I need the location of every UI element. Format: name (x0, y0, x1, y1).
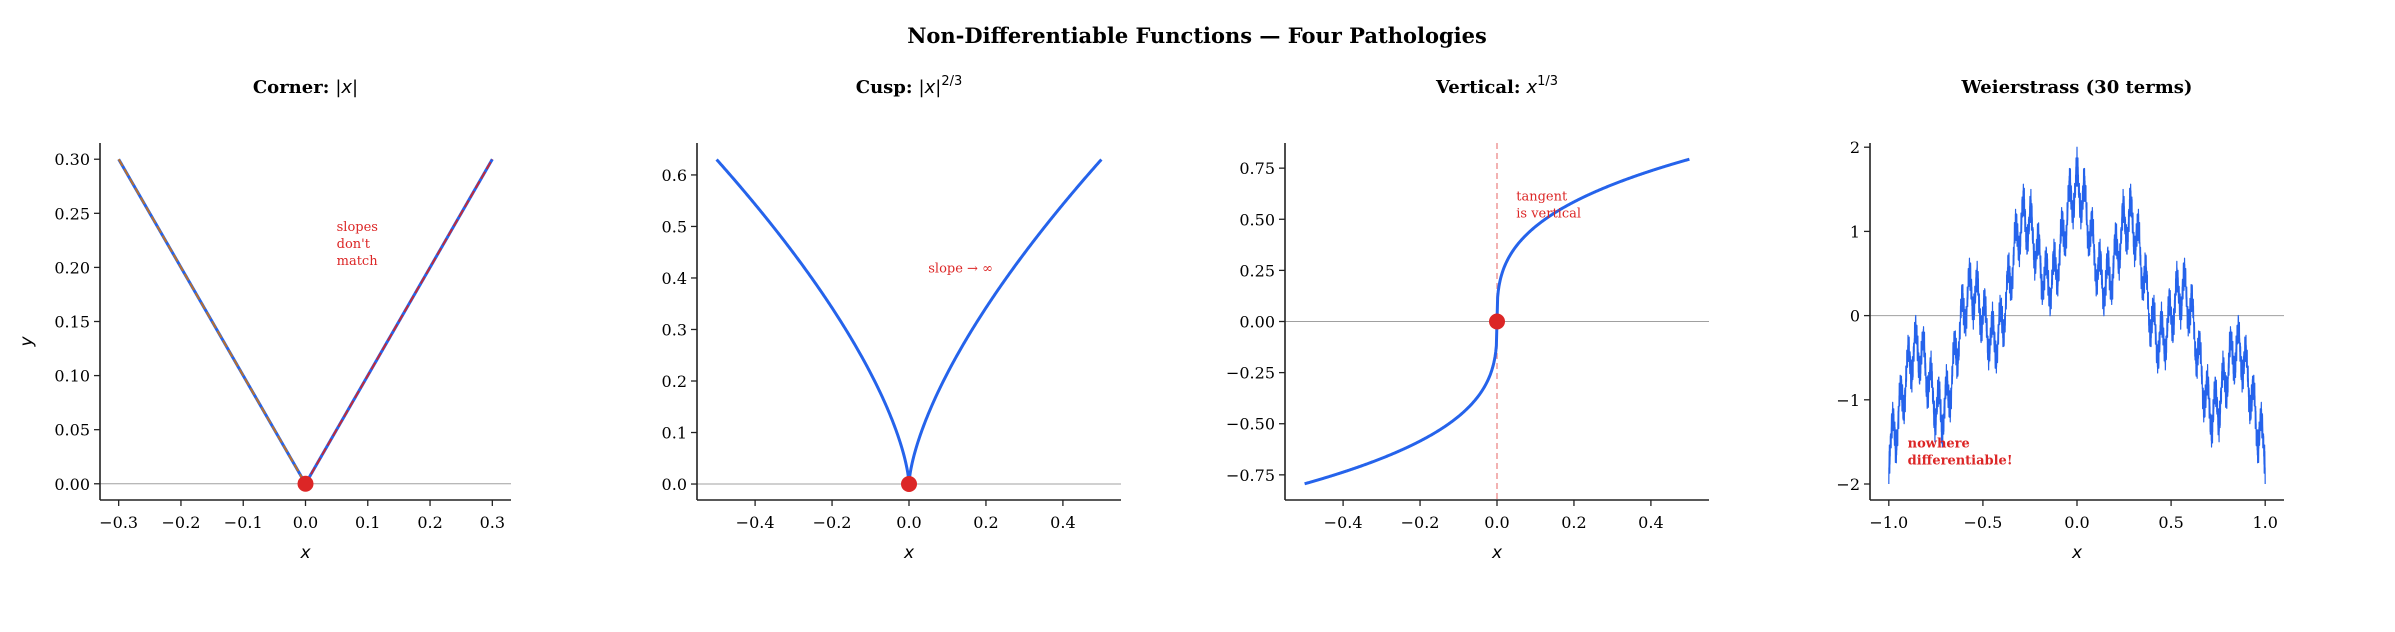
x-tick-label: −1.0 (1869, 513, 1908, 532)
panel-title-text: Corner: (253, 77, 329, 98)
left-slope-line (117, 158, 307, 485)
x-tick-label: 0.0 (896, 513, 921, 532)
annotation-line: don't (337, 237, 371, 252)
y-tick-label: 0.30 (54, 150, 90, 169)
annotation-text: nowhere differentiable! (1908, 437, 2013, 469)
annotation-text: slopes don't match (337, 220, 379, 269)
non-differentiable-point-marker (297, 475, 314, 492)
y-tick-label: −2 (1836, 475, 1860, 494)
y-tick-label: 2 (1850, 138, 1860, 157)
y-tick-label: −0.75 (1226, 466, 1275, 485)
panel-title-text: Weierstrass (30 terms) (1961, 77, 2193, 98)
annotation-line: slope → ∞ (928, 262, 993, 277)
y-tick-label: 0.3 (662, 320, 687, 339)
y-tick-label: 0.50 (1239, 210, 1275, 229)
y-tick-label: 0.15 (54, 313, 90, 332)
annotation-text: tangent is vertical (1516, 190, 1581, 222)
annotation-line: differentiable! (1908, 454, 2013, 469)
y-tick-label: −1 (1836, 391, 1860, 410)
y-axis-label: y (17, 336, 37, 348)
x-tick-label: 0.2 (973, 513, 998, 532)
y-tick-label: 0.0 (662, 475, 687, 494)
annotation-line: is vertical (1516, 207, 1581, 222)
panel-title-math: |x| (335, 77, 358, 98)
x-tick-label: −0.5 (1963, 513, 2002, 532)
annotation-line: tangent (1516, 190, 1568, 205)
x-tick-label: 0.0 (1484, 513, 1509, 532)
non-differentiable-point-marker (1489, 313, 1505, 330)
x-tick-label: 0.1 (355, 513, 380, 532)
panel-4: Weierstrass (30 terms) nowhere differentia… (1836, 77, 2284, 563)
y-tick-label: 0.2 (662, 372, 687, 391)
y-tick-label: 0.5 (662, 217, 687, 236)
y-tick-label: 0.20 (54, 258, 90, 277)
panel-title: Vertical: x1/3 (1435, 74, 1558, 98)
panel-title-math: x (1525, 77, 1537, 98)
y-tick-label: 0.25 (1239, 261, 1275, 280)
figure-title: Non-Differentiable Functions — Four Path… (907, 23, 1487, 48)
y-tick-label: 0.00 (54, 475, 90, 494)
x-tick-label: −0.2 (813, 513, 852, 532)
x-tick-label: 0.0 (2064, 513, 2089, 532)
panel-title-text: Vertical: (1435, 77, 1521, 98)
panel-title-superscript: 2/3 (941, 74, 962, 89)
y-tick-label: −0.50 (1226, 415, 1275, 434)
y-tick-label: 0.05 (54, 421, 90, 440)
panel-1: Corner: |x| slopes don't match −0.3 −0.2 −0.1 0.… (17, 77, 511, 563)
x-tick-label: −0.1 (224, 513, 263, 532)
x-tick-label: 0.4 (1638, 513, 1663, 532)
panel-title-text: Cusp: (856, 77, 913, 98)
x-tick-label: −0.3 (99, 513, 138, 532)
x-axis-label: x (299, 543, 311, 563)
panel-title-math: |x| (919, 77, 942, 98)
x-axis-label: x (903, 543, 915, 563)
x-tick-label: 0.2 (1561, 513, 1586, 532)
panel-title-superscript: 1/3 (1537, 74, 1558, 89)
x-tick-label: 0.0 (293, 513, 318, 532)
x-axis-label: x (1491, 543, 1503, 563)
y-tick-label: 0.10 (54, 367, 90, 386)
y-tick-label: 1 (1850, 222, 1860, 241)
right-slope-line (304, 158, 494, 485)
x-tick-label: 0.2 (417, 513, 442, 532)
x-tick-label: 0.5 (2158, 513, 2183, 532)
panel-title: Weierstrass (30 terms) (1961, 77, 2193, 98)
x-tick-label: 0.4 (1050, 513, 1075, 532)
panel-2: Cusp: |x|2/3 slope → ∞ −0.4 −0.2 0.0 0.2 0.4 0.0… (662, 74, 1121, 563)
x-tick-label: −0.2 (162, 513, 201, 532)
x-axis-label: x (2071, 543, 2083, 563)
function-curve (715, 158, 1103, 486)
y-tick-label: 0.75 (1239, 159, 1275, 178)
y-tick-label: 0.6 (662, 166, 687, 185)
annotation-line: slopes (337, 220, 378, 235)
y-tick-label: −0.25 (1226, 364, 1275, 383)
panel-title: Cusp: |x|2/3 (856, 74, 962, 98)
y-tick-label: 0.1 (662, 424, 687, 443)
y-tick-label: 0.25 (54, 204, 90, 223)
annotation-line: nowhere (1908, 437, 1970, 452)
function-curve (1888, 146, 2266, 485)
y-tick-label: 0 (1850, 307, 1860, 326)
x-tick-label: −0.2 (1401, 513, 1440, 532)
x-tick-label: −0.4 (1324, 513, 1363, 532)
non-differentiable-point-marker (901, 476, 917, 493)
annotation-line: match (337, 254, 379, 269)
function-curve (117, 158, 494, 486)
y-tick-label: 0.4 (662, 269, 687, 288)
y-tick-label: 0.00 (1239, 313, 1275, 332)
x-tick-label: −0.4 (736, 513, 775, 532)
panel-title: Corner: |x| (253, 77, 358, 98)
annotation-text: slope → ∞ (928, 262, 993, 277)
x-tick-label: 0.3 (480, 513, 505, 532)
x-tick-label: 1.0 (2252, 513, 2277, 532)
